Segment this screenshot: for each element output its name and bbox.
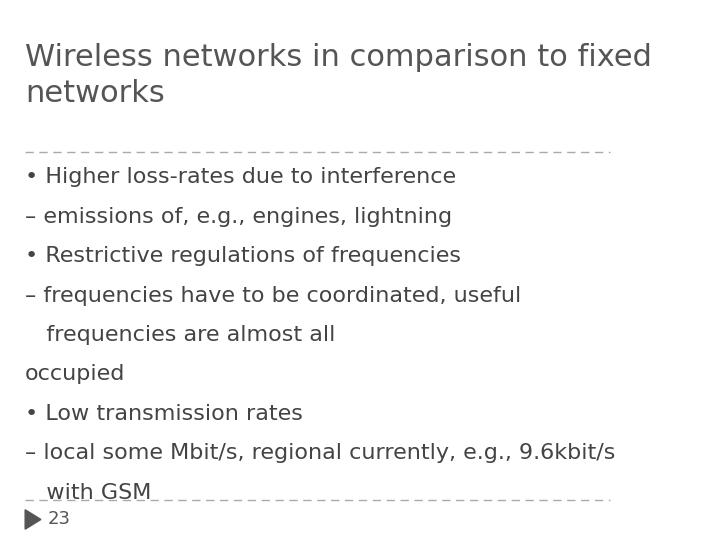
Text: – frequencies have to be coordinated, useful: – frequencies have to be coordinated, us…: [25, 286, 521, 306]
Text: – emissions of, e.g., engines, lightning: – emissions of, e.g., engines, lightning: [25, 207, 452, 227]
Text: Wireless networks in comparison to fixed
networks: Wireless networks in comparison to fixed…: [25, 43, 652, 108]
Text: 23: 23: [48, 510, 70, 529]
Text: • Restrictive regulations of frequencies: • Restrictive regulations of frequencies: [25, 246, 461, 266]
Text: frequencies are almost all: frequencies are almost all: [25, 325, 336, 345]
Text: – local some Mbit/s, regional currently, e.g., 9.6kbit/s: – local some Mbit/s, regional currently,…: [25, 443, 616, 463]
Text: • Low transmission rates: • Low transmission rates: [25, 404, 303, 424]
Text: with GSM: with GSM: [25, 483, 151, 503]
Text: occupied: occupied: [25, 364, 125, 384]
Polygon shape: [25, 510, 41, 529]
Text: • Higher loss-rates due to interference: • Higher loss-rates due to interference: [25, 167, 456, 187]
